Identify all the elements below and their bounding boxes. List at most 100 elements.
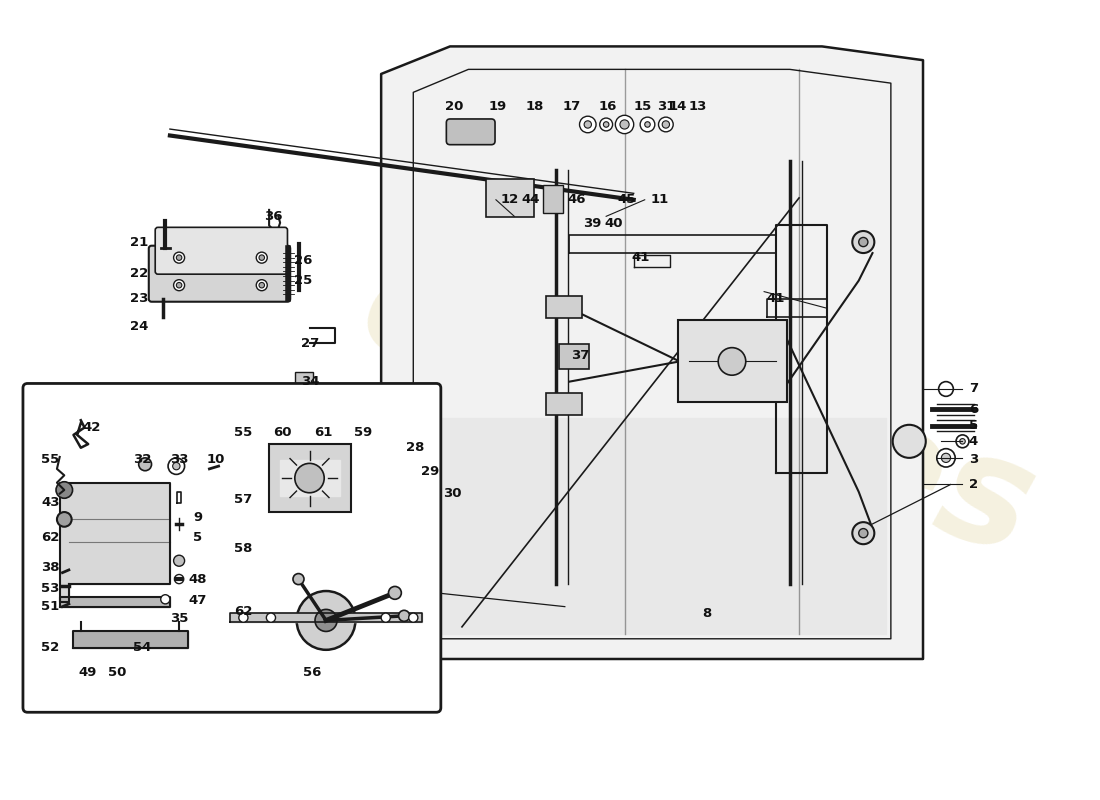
Circle shape (718, 348, 746, 375)
Text: 49: 49 (78, 666, 97, 679)
Circle shape (859, 529, 868, 538)
Text: 13: 13 (689, 100, 707, 113)
Polygon shape (59, 598, 169, 606)
Text: 32: 32 (133, 453, 152, 466)
Text: 42: 42 (82, 421, 101, 434)
Text: 38: 38 (42, 561, 59, 574)
Circle shape (409, 613, 418, 622)
Circle shape (315, 610, 337, 631)
Circle shape (161, 594, 169, 604)
Circle shape (258, 255, 264, 260)
Text: 34: 34 (301, 375, 320, 388)
Text: 26: 26 (294, 254, 312, 267)
Text: 25: 25 (294, 274, 312, 287)
Text: 54: 54 (133, 642, 152, 654)
Text: 28: 28 (406, 442, 425, 454)
Text: 5: 5 (969, 419, 978, 432)
Text: a passion for parts: a passion for parts (439, 417, 847, 586)
Circle shape (662, 121, 670, 128)
Text: 39: 39 (583, 217, 602, 230)
Text: 44: 44 (521, 194, 540, 206)
Text: 22: 22 (131, 266, 149, 280)
Circle shape (175, 574, 184, 584)
Text: 62: 62 (234, 605, 253, 618)
Text: 62: 62 (42, 531, 59, 544)
Circle shape (640, 117, 654, 132)
Text: 46: 46 (568, 194, 586, 206)
Circle shape (659, 117, 673, 132)
Text: 33: 33 (169, 453, 188, 466)
Polygon shape (230, 613, 422, 622)
FancyBboxPatch shape (447, 119, 495, 145)
Circle shape (176, 282, 182, 288)
Text: 17: 17 (562, 100, 581, 113)
Text: 10: 10 (207, 453, 226, 466)
Circle shape (580, 116, 596, 133)
FancyBboxPatch shape (486, 178, 534, 218)
FancyBboxPatch shape (23, 383, 441, 712)
Circle shape (645, 122, 650, 127)
Text: 41: 41 (767, 293, 785, 306)
FancyBboxPatch shape (148, 246, 290, 302)
Polygon shape (59, 482, 169, 602)
Text: 16: 16 (598, 100, 617, 113)
Text: 19: 19 (488, 100, 507, 113)
Text: 15: 15 (634, 100, 652, 113)
Circle shape (604, 122, 609, 127)
Text: 23: 23 (131, 293, 149, 306)
Circle shape (852, 231, 874, 253)
Circle shape (388, 586, 401, 599)
Text: 53: 53 (42, 582, 59, 594)
Text: 55: 55 (42, 453, 59, 466)
Circle shape (398, 610, 409, 622)
Text: 36: 36 (264, 210, 283, 223)
Polygon shape (280, 460, 340, 497)
FancyBboxPatch shape (155, 227, 287, 274)
Polygon shape (74, 631, 188, 648)
Text: 20: 20 (446, 100, 464, 113)
Text: 43: 43 (42, 496, 59, 510)
Circle shape (600, 118, 613, 131)
FancyBboxPatch shape (542, 185, 563, 213)
Text: 3: 3 (969, 453, 978, 466)
FancyBboxPatch shape (559, 344, 588, 369)
Text: 29: 29 (420, 465, 439, 478)
Text: 30: 30 (442, 487, 461, 500)
Text: 12: 12 (500, 194, 519, 206)
Circle shape (893, 425, 926, 458)
Circle shape (174, 280, 185, 290)
Text: 6: 6 (969, 402, 978, 416)
FancyBboxPatch shape (546, 393, 582, 414)
Text: europes: europes (343, 230, 1053, 588)
Text: 41: 41 (631, 251, 650, 264)
Text: 47: 47 (188, 594, 207, 606)
Circle shape (256, 252, 267, 263)
Text: 2: 2 (969, 478, 978, 491)
Circle shape (266, 613, 275, 622)
Text: 52: 52 (42, 642, 59, 654)
Circle shape (381, 613, 390, 622)
Text: 21: 21 (131, 235, 149, 249)
Text: 56: 56 (304, 666, 321, 679)
Circle shape (139, 458, 152, 470)
Circle shape (859, 238, 868, 246)
Circle shape (57, 512, 72, 526)
Text: 50: 50 (109, 666, 126, 679)
Circle shape (584, 121, 592, 128)
Circle shape (937, 449, 955, 467)
Text: 57: 57 (234, 493, 253, 506)
Circle shape (956, 435, 969, 448)
Polygon shape (381, 46, 923, 659)
Text: 61: 61 (315, 426, 332, 438)
Text: 18: 18 (526, 100, 543, 113)
Circle shape (293, 574, 304, 585)
FancyBboxPatch shape (270, 444, 351, 512)
Circle shape (56, 482, 73, 498)
Text: 40: 40 (604, 217, 623, 230)
Text: 8: 8 (703, 606, 712, 619)
Text: 5: 5 (192, 531, 202, 544)
Circle shape (297, 591, 355, 650)
Circle shape (295, 463, 324, 493)
Circle shape (239, 613, 248, 622)
Circle shape (852, 522, 874, 544)
